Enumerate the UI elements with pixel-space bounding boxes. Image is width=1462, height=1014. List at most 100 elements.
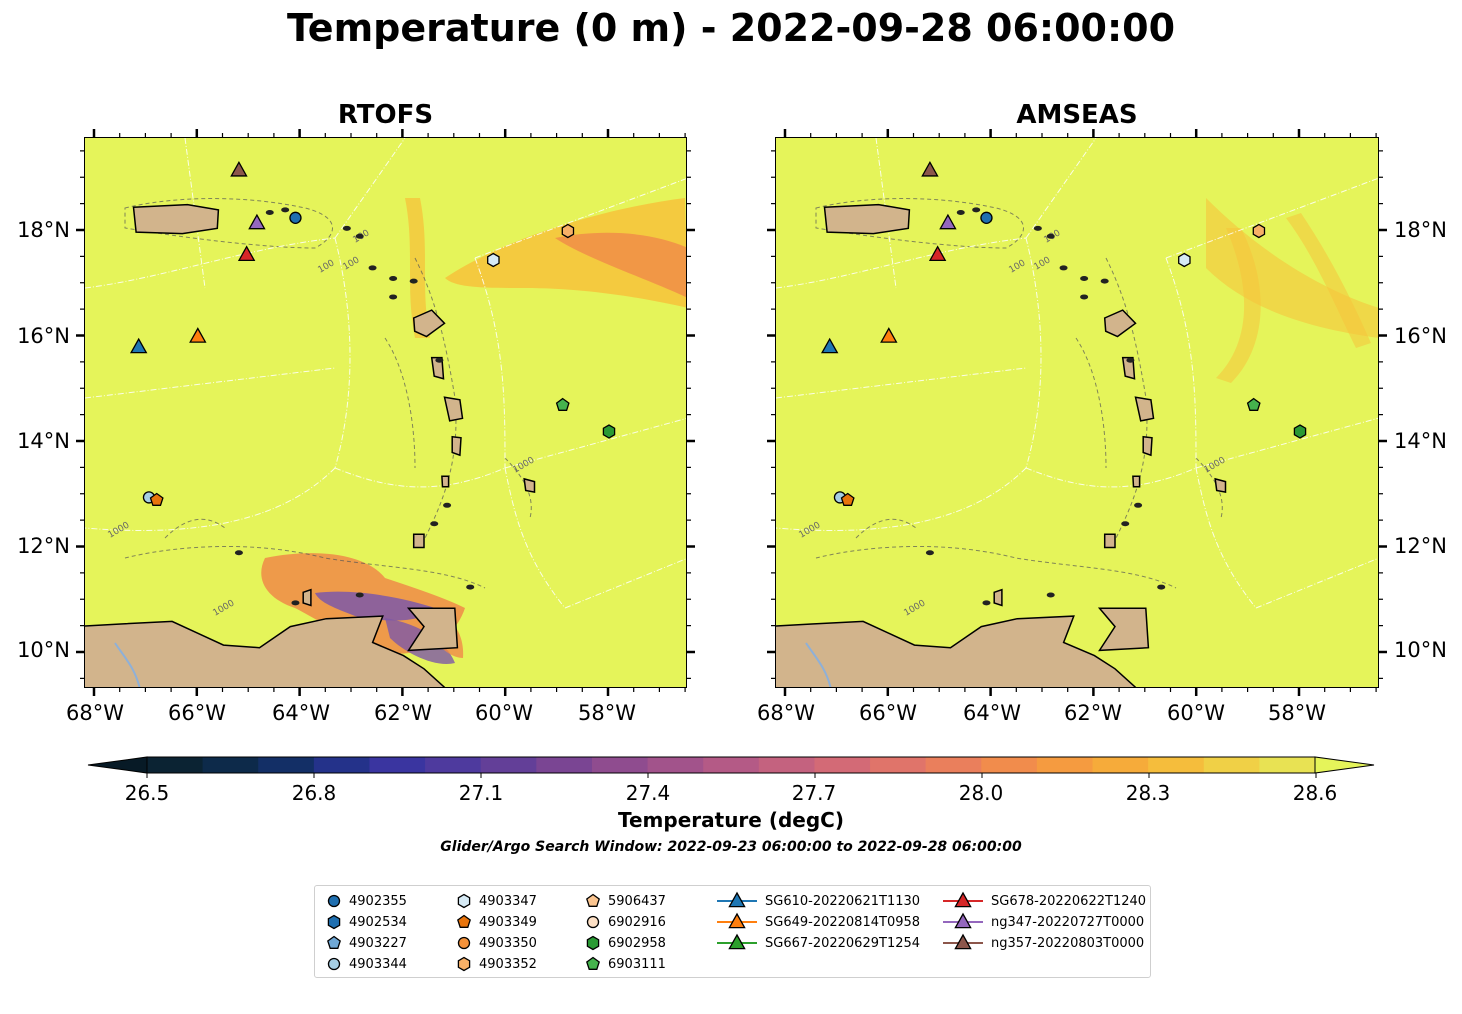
observation-6902958: [602, 424, 616, 439]
legend-item: 4903349: [455, 912, 537, 932]
lon-tick-label: 68°W: [757, 701, 815, 725]
colorbar-segment: [1203, 757, 1260, 773]
legend-marker: [457, 893, 471, 909]
colorbar-segment: [814, 757, 871, 773]
legend-item: ng357-20220803T0000: [941, 933, 1144, 953]
legend-item: 6902958: [584, 933, 666, 953]
lon-tick-label: 58°W: [1268, 701, 1326, 725]
legend-item: 4903347: [455, 891, 537, 911]
legend-item: SG649-20220814T0958: [715, 912, 920, 932]
islet: [430, 521, 439, 527]
triangle-marker-icon: [943, 912, 983, 929]
temperature-patch: [555, 232, 686, 298]
observation-6903111: [555, 397, 570, 411]
legend-marker: [954, 933, 972, 950]
colorbar-segment: [536, 757, 593, 773]
islet: [1046, 233, 1055, 239]
islet: [1121, 521, 1130, 527]
colorbar-segment: [870, 757, 927, 773]
eez-boundary: [184, 138, 206, 289]
legend-label: SG649-20220814T0958: [765, 914, 921, 930]
legend-marker: [954, 912, 972, 929]
islet: [368, 265, 377, 271]
legend-label: SG678-20220622T1240: [991, 893, 1147, 909]
legend-label: ng357-20220803T0000: [991, 935, 1145, 951]
mainland: [776, 615, 1137, 687]
legend-item: SG667-20220629T1254: [715, 933, 920, 953]
island: [1103, 309, 1137, 338]
legend-label: 4902534: [349, 914, 407, 930]
islet: [1126, 357, 1135, 363]
islet: [281, 207, 290, 213]
circle-marker-icon: [327, 894, 341, 908]
colorbar-segment: [202, 757, 259, 773]
legend-label: SG610-20220621T1130: [765, 893, 921, 909]
observation-4903352: [561, 223, 575, 239]
eez-boundary: [504, 467, 566, 609]
legend-item: 6902916: [584, 912, 666, 932]
lon-tick-label: 58°W: [578, 701, 636, 725]
eez-boundary: [1025, 237, 1042, 469]
bathymetry-contour: [815, 198, 1024, 249]
lon-tick-label: 66°W: [859, 701, 917, 725]
eez-boundary: [564, 558, 686, 609]
lat-tick-label: 14°N: [17, 429, 70, 453]
legend-label: 4902355: [349, 893, 407, 909]
islet: [1157, 584, 1166, 590]
colorbar-segment: [703, 757, 760, 773]
lat-tick-label: 10°N: [17, 638, 70, 662]
legend-label: 4903352: [479, 956, 537, 972]
lat-tick-label: 16°N: [17, 324, 70, 348]
islet: [972, 207, 981, 213]
island: [823, 203, 911, 235]
islet: [234, 550, 243, 556]
bathymetry-contour: [855, 518, 917, 539]
river: [114, 642, 141, 687]
legend-label: ng347-20220727T0000: [991, 914, 1145, 930]
legend-marker: [457, 936, 471, 950]
legend-marker: [457, 914, 471, 928]
eez-boundary: [776, 237, 1027, 289]
eez-boundary: [1195, 417, 1378, 469]
islet: [355, 233, 364, 239]
pentagon-marker-icon: [457, 914, 471, 928]
islet: [389, 275, 398, 281]
eez-boundary: [334, 237, 351, 469]
islet: [982, 600, 991, 606]
colorbar-segment: [981, 757, 1038, 773]
island: [1132, 475, 1141, 488]
island: [1121, 356, 1136, 380]
hexagon-marker-icon: [586, 935, 600, 951]
island: [412, 309, 446, 338]
lon-tick-label: 64°W: [963, 701, 1021, 725]
observation-4903347: [487, 252, 500, 268]
island: [523, 477, 536, 493]
colorbar-segment: [758, 757, 815, 773]
legend-marker: [728, 933, 746, 950]
lon-tick-label: 60°W: [1167, 701, 1225, 725]
eez-boundary: [85, 367, 336, 399]
eez-boundary: [1025, 467, 1197, 488]
lon-tick-label: 60°W: [475, 701, 533, 725]
island: [302, 588, 312, 607]
legend-item: 4903350: [455, 933, 537, 953]
colorbar-segment: [647, 757, 704, 773]
colorbar-segment: [258, 757, 315, 773]
observation-4902355: [289, 211, 302, 224]
hexagon-marker-icon: [457, 893, 471, 909]
observation-SG610-20220621T1130: [129, 337, 148, 354]
island: [451, 435, 462, 457]
islet: [389, 294, 398, 300]
eez-boundary: [474, 178, 686, 259]
island: [406, 607, 459, 652]
islet: [1080, 275, 1089, 281]
islet: [443, 502, 452, 508]
colorbar-segment: [480, 757, 537, 773]
observation-6902958: [1293, 424, 1307, 439]
colorbar-segment: [147, 757, 204, 773]
eez-boundary: [85, 237, 336, 289]
colorbar-tick-label: 27.7: [791, 781, 837, 805]
observation-4903349: [149, 492, 164, 506]
